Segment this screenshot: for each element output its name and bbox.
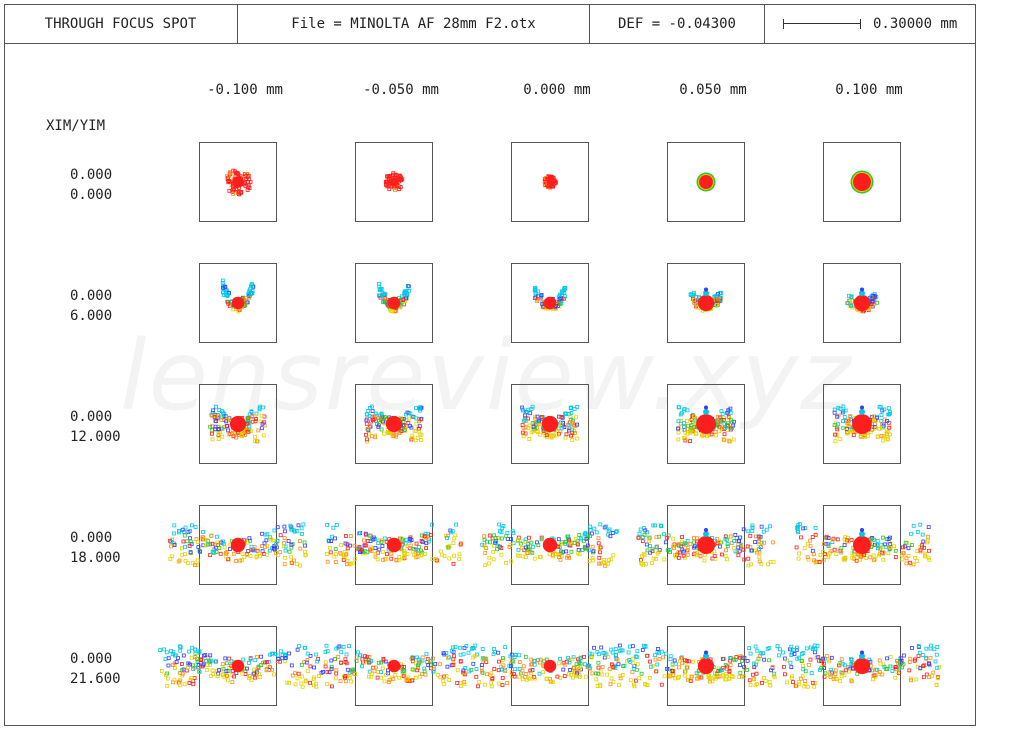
column-label-defocus: -0.100 mm: [207, 82, 283, 98]
yim-value: 12.000: [70, 429, 121, 445]
column-label-defocus: -0.050 mm: [363, 82, 439, 98]
scale-indicator: 0.30000 mm: [765, 4, 976, 44]
row-label-field: 0.000 21.600: [70, 649, 121, 689]
spot-box: [199, 626, 277, 706]
xim-value: 0.000: [70, 530, 113, 546]
spot-box: [355, 505, 433, 585]
column-label-defocus: 0.050 mm: [679, 82, 747, 98]
row-label-field: 0.000 0.000: [70, 165, 112, 205]
scale-bar-icon: [783, 18, 861, 29]
spot-box: [667, 626, 745, 706]
row-label-field: 0.000 6.000: [70, 286, 112, 326]
spot-box: [511, 505, 589, 585]
spot-box: [511, 384, 589, 464]
yim-value: 6.000: [70, 308, 113, 324]
spot-box: [355, 384, 433, 464]
plot-frame: [4, 4, 976, 726]
xim-value: 0.000: [70, 409, 113, 425]
xim-value: 0.000: [70, 288, 113, 304]
xim-value: 0.000: [70, 651, 113, 667]
spot-box: [355, 142, 433, 222]
spot-box: [199, 384, 277, 464]
spot-box: [823, 142, 901, 222]
spot-box: [355, 263, 433, 343]
row-label-field: 0.000 18.000: [70, 528, 121, 568]
spot-box: [199, 142, 277, 222]
spot-box: [667, 263, 745, 343]
defocus-value: DEF = -0.04300: [590, 4, 765, 44]
spot-box: [823, 626, 901, 706]
spot-box: [511, 142, 589, 222]
plot-header: THROUGH FOCUS SPOT File = MINOLTA AF 28m…: [4, 4, 976, 44]
spot-box: [199, 263, 277, 343]
spot-box: [823, 263, 901, 343]
plot-title: THROUGH FOCUS SPOT: [4, 4, 238, 44]
spot-box: [199, 505, 277, 585]
column-label-defocus: 0.000 mm: [523, 82, 591, 98]
field-axis-label: XIM/YIM: [46, 118, 106, 134]
file-name: File = MINOLTA AF 28mm F2.otx: [238, 4, 590, 44]
spot-box: [823, 384, 901, 464]
yim-value: 18.000: [70, 550, 121, 566]
spot-box: [667, 384, 745, 464]
spot-box: [511, 263, 589, 343]
spot-box: [823, 505, 901, 585]
spot-box: [355, 626, 433, 706]
yim-value: 0.000: [70, 187, 113, 203]
scale-label: 0.30000 mm: [873, 15, 958, 32]
row-label-field: 0.000 12.000: [70, 407, 121, 447]
xim-value: 0.000: [70, 167, 113, 183]
yim-value: 21.600: [70, 671, 121, 687]
spot-box: [667, 505, 745, 585]
spot-box: [511, 626, 589, 706]
spot-box: [667, 142, 745, 222]
column-label-defocus: 0.100 mm: [835, 82, 903, 98]
